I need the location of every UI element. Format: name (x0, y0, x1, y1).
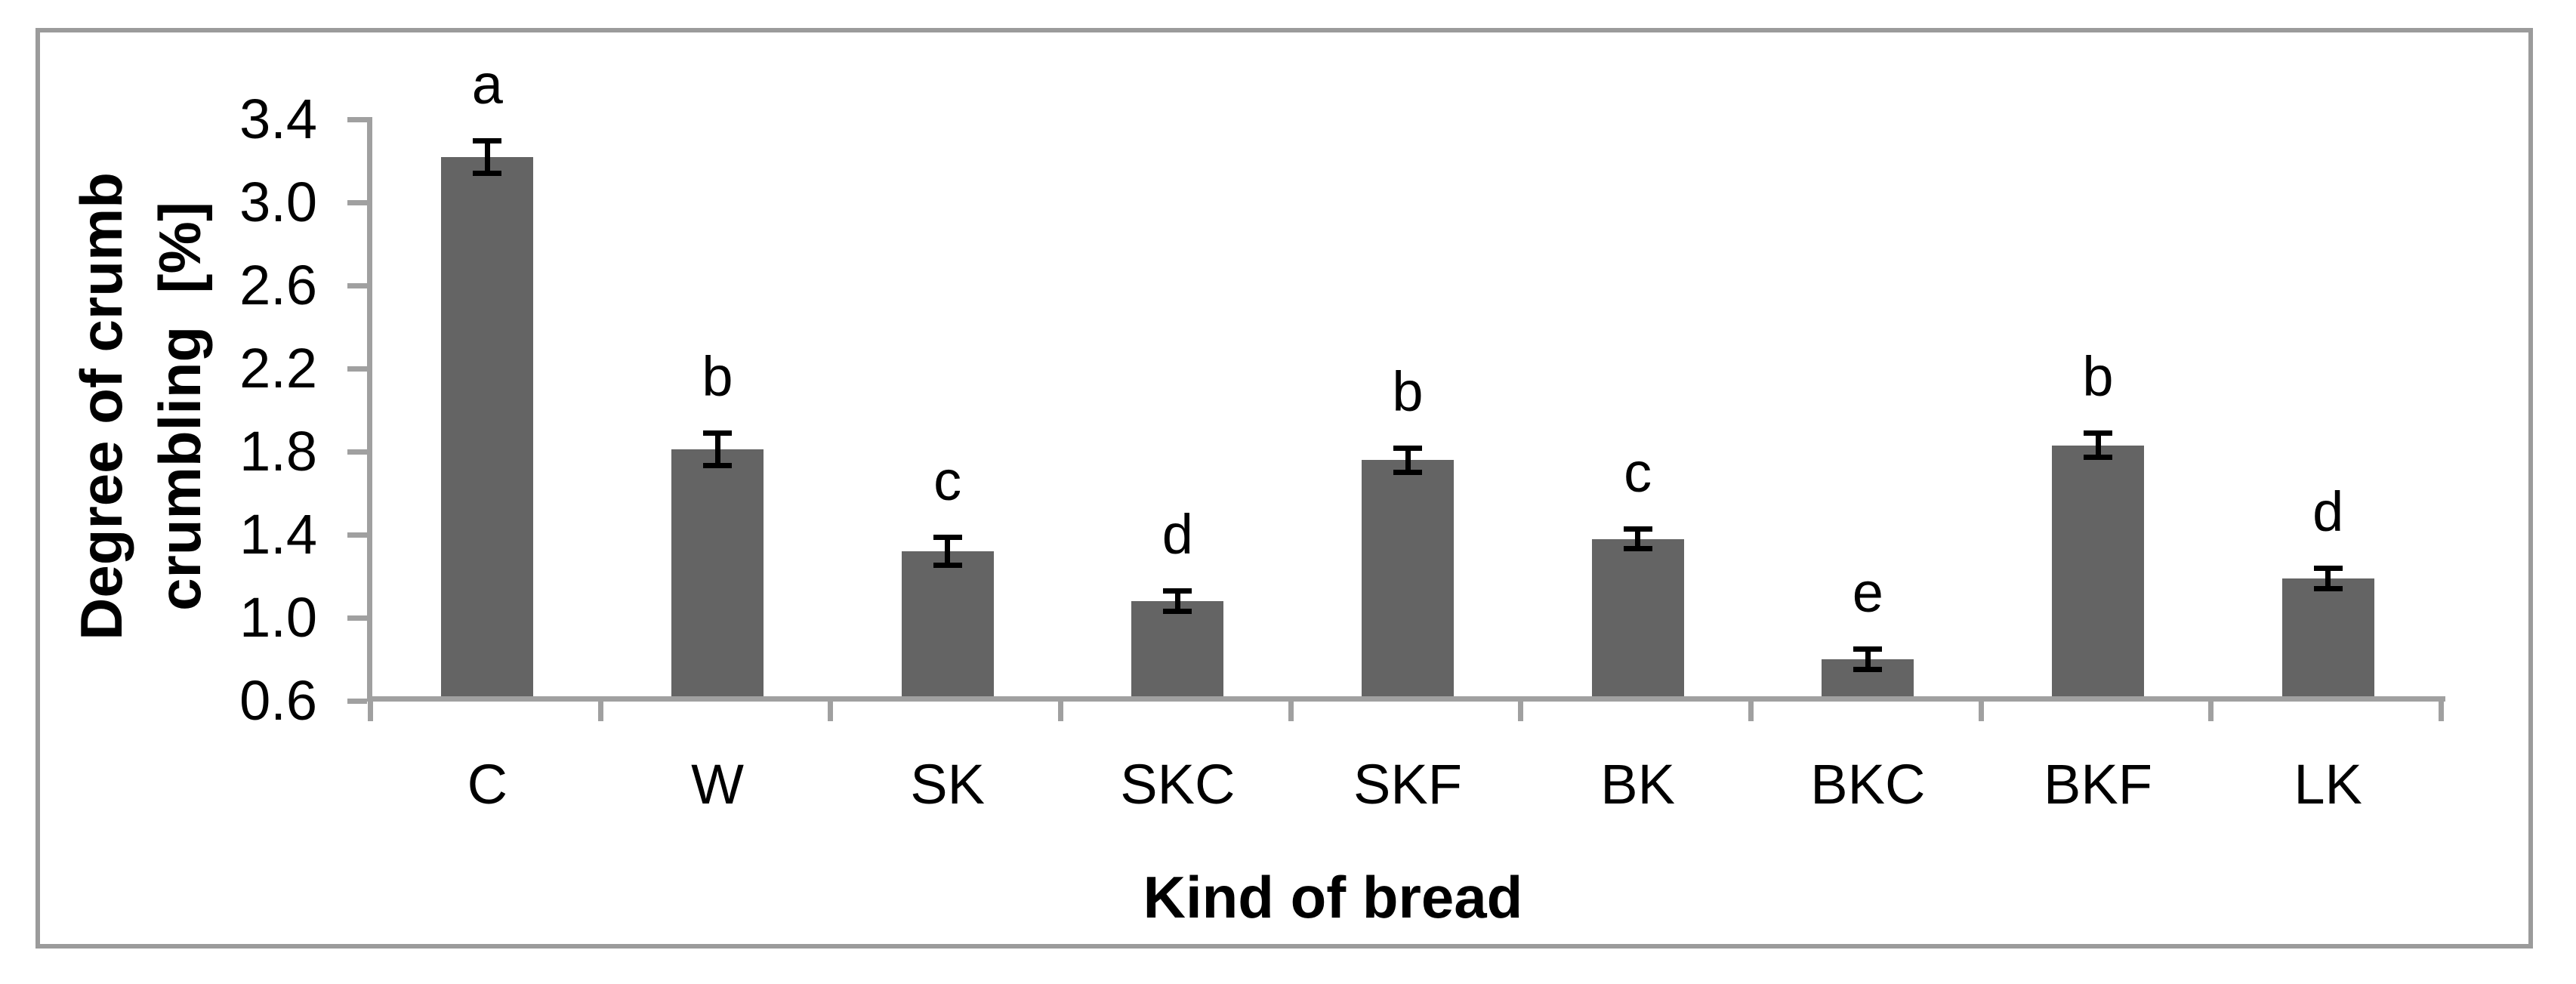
bar-W (671, 449, 764, 701)
error-bar-cap-top (1853, 646, 1883, 652)
x-axis-tick (1748, 702, 1754, 721)
error-bar-cap-bottom (2313, 585, 2343, 591)
error-bar-cap-bottom (1623, 546, 1652, 552)
error-bar-cap-bottom (933, 563, 962, 569)
error-bar-cap-top (933, 534, 962, 540)
significance-letter: b (702, 345, 733, 409)
error-bar-cap-top (2084, 430, 2112, 436)
y-tick-label: 1.0 (239, 586, 317, 649)
error-bar-stem (1635, 528, 1641, 550)
x-axis-tick (368, 702, 373, 721)
y-tick-label: 1.8 (239, 420, 317, 483)
error-bar-stem (1174, 591, 1180, 612)
error-bar-cap-top (703, 430, 732, 436)
x-axis-tick (1518, 702, 1524, 721)
y-axis-tick (347, 283, 367, 288)
y-tick-label: 2.2 (239, 337, 317, 399)
y-axis-tick (347, 449, 367, 455)
bar-C (441, 156, 534, 701)
error-bar-cap-top (473, 137, 502, 143)
bar-SKF (1362, 460, 1454, 701)
error-bar-stem (1865, 649, 1871, 670)
y-tick-label: 1.4 (239, 503, 317, 566)
x-tick-label: SKC (1120, 753, 1236, 816)
y-axis-tick (347, 615, 367, 621)
y-axis-line (367, 117, 372, 701)
x-axis-tick (2439, 702, 2444, 721)
x-axis-title: Kind of bread (1143, 864, 1523, 930)
y-tick-label: 3.4 (239, 88, 317, 150)
y-tick-label: 2.6 (239, 254, 317, 316)
x-axis-line (367, 696, 2445, 702)
significance-letter: e (1852, 561, 1883, 625)
error-bar-cap-top (1163, 588, 1192, 594)
x-axis-tick (828, 702, 834, 721)
error-bar-cap-bottom (2084, 455, 2112, 461)
error-bar-stem (945, 536, 951, 566)
error-bar-cap-bottom (473, 170, 502, 176)
error-bar-stem (2325, 568, 2331, 589)
y-axis-tick (347, 117, 367, 122)
significance-letter: d (1162, 503, 1193, 566)
x-tick-label: C (467, 753, 508, 816)
error-bar-cap-bottom (1393, 469, 1422, 475)
y-tick-label: 3.0 (239, 171, 317, 233)
error-bar-cap-top (1393, 445, 1422, 451)
x-axis-tick (597, 702, 603, 721)
error-bar-stem (714, 433, 720, 467)
x-tick-label: SKF (1353, 753, 1462, 816)
y-axis-tick (347, 200, 367, 205)
y-axis-title-line1: Degree of crumb (68, 172, 134, 640)
x-tick-label: BKC (1810, 753, 1926, 816)
error-bar-stem (2095, 433, 2101, 458)
bar-BKF (2052, 445, 2144, 701)
significance-letter: d (2312, 480, 2344, 543)
significance-letter: a (471, 52, 503, 116)
error-bar-stem (1405, 447, 1411, 473)
significance-letter: c (933, 449, 962, 512)
x-tick-label: BKF (2044, 753, 2152, 816)
x-tick-label: LK (2294, 753, 2362, 816)
bar-SK (901, 551, 994, 701)
significance-letter: b (1392, 359, 1424, 423)
x-tick-label: SK (910, 753, 986, 816)
error-bar-cap-top (2313, 566, 2343, 571)
significance-letter: c (1624, 440, 1652, 504)
bar-SKC (1131, 601, 1224, 701)
x-axis-tick (1288, 702, 1294, 721)
x-tick-label: BK (1600, 753, 1676, 816)
x-axis-tick (1978, 702, 1984, 721)
x-axis-tick (2208, 702, 2214, 721)
error-bar-cap-bottom (1853, 666, 1883, 672)
bar-BK (1591, 538, 1684, 701)
y-axis-tick (347, 699, 367, 704)
x-tick-label: W (691, 753, 744, 816)
bar-LK (2281, 578, 2374, 701)
error-bar-cap-bottom (1163, 608, 1192, 614)
error-bar-cap-bottom (703, 463, 732, 469)
y-tick-label: 0.6 (239, 669, 317, 732)
error-bar-stem (484, 140, 490, 174)
x-axis-tick (1058, 702, 1063, 721)
error-bar-cap-top (1623, 526, 1652, 532)
significance-letter: b (2082, 345, 2114, 409)
y-axis-tick (347, 366, 367, 372)
y-axis-tick (347, 532, 367, 538)
